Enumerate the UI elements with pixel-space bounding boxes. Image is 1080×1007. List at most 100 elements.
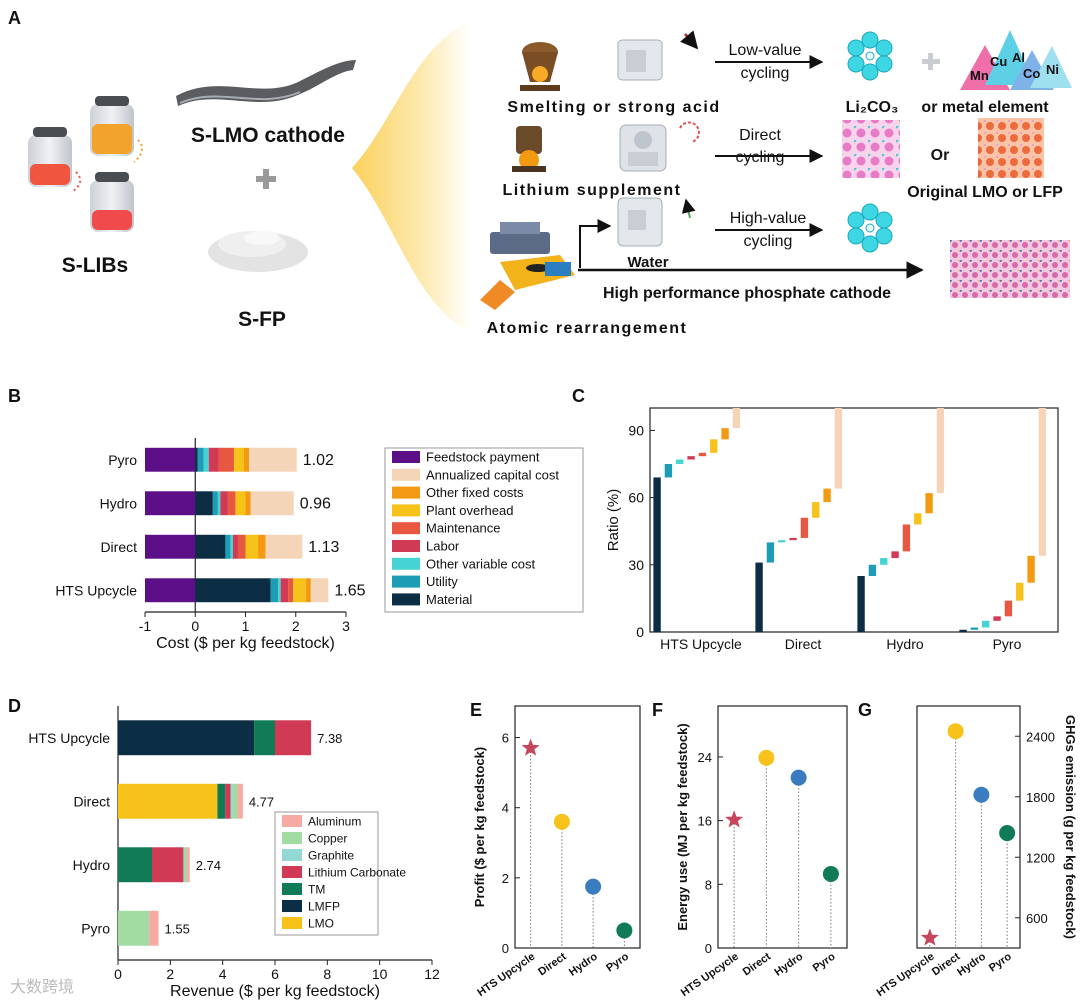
bar-segment [145,447,196,472]
waterfall-bar [687,456,695,460]
x-tick-label: 2 [166,966,174,982]
arrow-label: cycling [736,149,785,166]
legend-label: Copper [308,832,347,846]
y-tick-label: 6 [502,731,509,746]
waterfall-bar [653,477,661,632]
total-label: 0.96 [300,495,331,512]
y-tick-label: 0 [636,624,644,640]
legend-label: Aluminum [308,815,361,829]
y-axis-label: GHGs emission (g per kg feedstock) [1063,715,1078,939]
panel-label: E [470,700,482,720]
y-tick-label: 0 [502,941,509,956]
waterfall-bar [698,452,707,457]
bar-segment [145,578,196,603]
category-label: HTS Upcycle [875,951,937,999]
legend-label: LMFP [308,900,340,914]
bar-segment [217,491,221,516]
legend-swatch [282,883,302,895]
y-tick-label: 1800 [1026,790,1055,805]
legend-swatch [392,468,420,481]
waterfall-bar [880,558,888,565]
bar-segment [187,847,190,883]
total-label: 4.77 [249,794,274,809]
bar-segment [195,447,198,472]
arrow [579,219,612,268]
panel-label: G [858,700,872,720]
bar-segment [310,578,329,603]
waterfall-bar [925,493,933,514]
bar-segment [118,847,153,883]
star-marker [725,810,744,828]
point-marker [585,878,602,895]
category-label: Hydro [886,636,924,652]
water-icon [617,197,663,247]
arrow [680,30,699,50]
y-tick-label: 4 [502,801,509,816]
arrow-label: Direct [739,127,781,144]
waterfall-bar [676,459,684,464]
waterfall-bar [710,439,718,453]
reactor-icon [617,39,663,81]
total-label: 7.38 [317,731,342,746]
point-marker [947,723,964,740]
y-axis-label: Profit ($ per kg feedstock) [472,747,487,907]
plot-frame [514,705,641,949]
plot-frame [717,705,848,949]
waterfall-bar [778,540,786,543]
powder [208,231,308,272]
point-marker [758,749,775,766]
panel-label: D [8,696,21,716]
category-label: Direct [100,539,137,555]
bar-segment [145,491,196,516]
y-tick-label: 16 [698,814,712,829]
bar-segment [218,447,234,472]
y-tick-label: 0 [705,941,712,956]
x-tick-label: 2 [292,618,300,634]
category-label: Pyro [81,920,110,936]
waterfall-bar [1027,555,1035,583]
process-label: Smelting or strong acid [507,99,720,116]
category-label: Pyro [604,950,631,974]
source-label: S-FP [238,308,286,331]
bar-segment [118,783,218,819]
waterfall-bar [789,537,797,541]
waterfall-bar [959,629,967,632]
bar-segment [225,534,231,559]
bar-segment [245,534,259,559]
bar-segment [258,534,266,559]
bar-segment [195,534,226,559]
point-marker [790,769,807,786]
legend-label: Utility [426,574,458,589]
y-tick-label: 2400 [1026,729,1055,744]
bar-segment [217,783,226,819]
element-icons: Cu Al Mn Co Ni [960,30,1072,90]
cycle-arrow [679,121,700,143]
bar-segment [265,534,303,559]
arrow-label: cycling [744,233,793,250]
legend-swatch [392,593,420,606]
total-label: 1.02 [303,452,334,469]
category-label: Pyro [987,950,1014,974]
waterfall-bar [1004,600,1013,617]
bar-segment [245,491,251,516]
product-label: High performance phosphate cathode [603,285,891,302]
product-label: or metal element [921,99,1049,116]
total-label: 1.65 [334,582,365,599]
element-label: Mn [970,68,989,83]
bar-segment [118,720,255,756]
waterfall-bar [914,513,922,525]
furnace-icon [520,42,560,91]
legend-swatch [392,557,420,570]
waterfall-bar [1038,408,1047,556]
bar-segment [270,578,279,603]
y-axis-label: Ratio (%) [605,489,622,552]
bar-segment [237,783,243,819]
arrow-label: High-value [730,210,807,227]
category-label: Direct [785,636,822,652]
waterfall-bar [891,551,899,559]
arrow [681,198,696,219]
legend-label: Maintenance [426,521,500,536]
medium-label: Water [627,254,668,271]
bar-segment [254,720,275,756]
